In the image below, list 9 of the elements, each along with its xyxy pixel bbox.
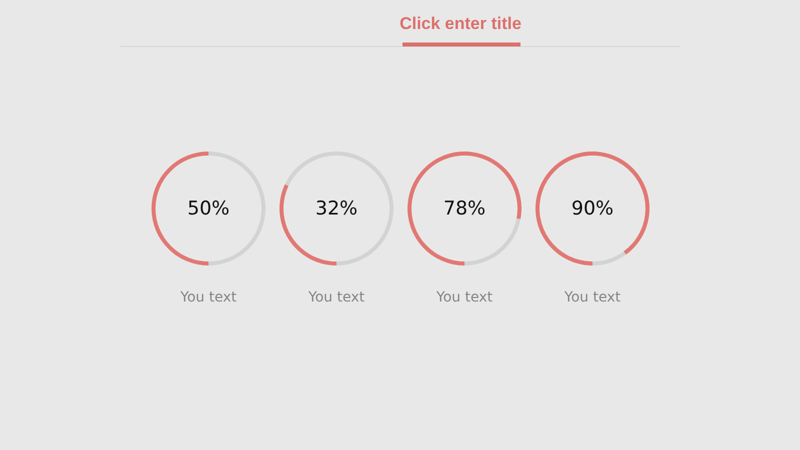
text: 78%	[443, 198, 486, 220]
text: 90%	[571, 198, 614, 220]
text: You text	[563, 290, 622, 306]
text: 32%	[315, 198, 358, 220]
text: 50%	[187, 198, 230, 220]
text: You text	[307, 290, 366, 306]
text: You text	[179, 290, 238, 306]
text: Click enter title	[400, 14, 522, 33]
text: You text	[435, 290, 494, 306]
